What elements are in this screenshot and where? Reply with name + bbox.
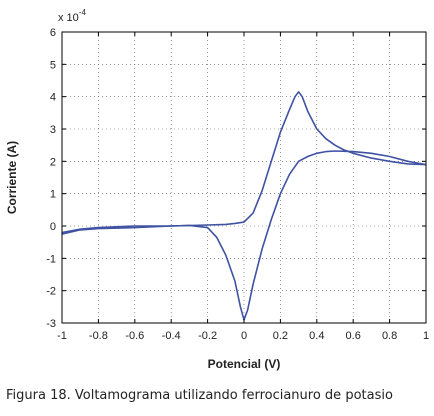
series-lines: [61, 91, 427, 321]
x-tick-label: -0.4: [162, 330, 181, 342]
y-tick-label: 0: [50, 221, 56, 233]
x-tick-label: 1: [423, 330, 429, 342]
y-tick-label: 6: [50, 27, 56, 39]
x-axis-label: Potencial (V): [208, 357, 281, 371]
y-axis-multiplier: x 10-4: [58, 8, 86, 24]
x-tick-label: -0.2: [198, 330, 217, 342]
axis-ticks: -1 -0.8 -0.6 -0.4 -0.2 0 0.2 0.4 0.6 0.8 1 -3 -2 -1 0 1…: [46, 27, 429, 342]
grid-lines: [62, 32, 426, 323]
x-tick-label: 0.2: [273, 330, 288, 342]
y-tick-label: 1: [50, 189, 56, 201]
plot-area-frame: [61, 31, 427, 324]
x-tick-label: -1: [57, 330, 67, 342]
x-tick-label: 0: [241, 330, 247, 342]
x-tick-label: 0.6: [346, 330, 361, 342]
y-tick-label: 5: [50, 59, 56, 71]
y-tick-label: 3: [50, 124, 56, 136]
voltammogram-chart: x 10-4 -1 -0.8 -0.6 -0.4 -0.2 0 0.2 0.4 0.6 0.8 1-…: [5, 8, 429, 371]
x-tick-label: 0.4: [309, 330, 324, 342]
y-axis-label: Corriente (A): [5, 141, 19, 214]
figure-caption: Figura 18. Voltamograma utilizando ferro…: [6, 388, 393, 403]
y-tick-label: -2: [46, 286, 56, 298]
y-tick-label: 4: [50, 92, 56, 104]
y-tick-label: -1: [46, 253, 56, 265]
x-tick-label: -0.8: [89, 330, 108, 342]
y-axis-multiplier-exponent: -4: [79, 8, 87, 17]
y-tick-label: -3: [46, 318, 56, 330]
x-tick-label: 0.8: [382, 330, 397, 342]
y-tick-label: 2: [50, 156, 56, 168]
x-tick-label: -0.6: [125, 330, 144, 342]
reverse-scan-line: [61, 150, 427, 321]
